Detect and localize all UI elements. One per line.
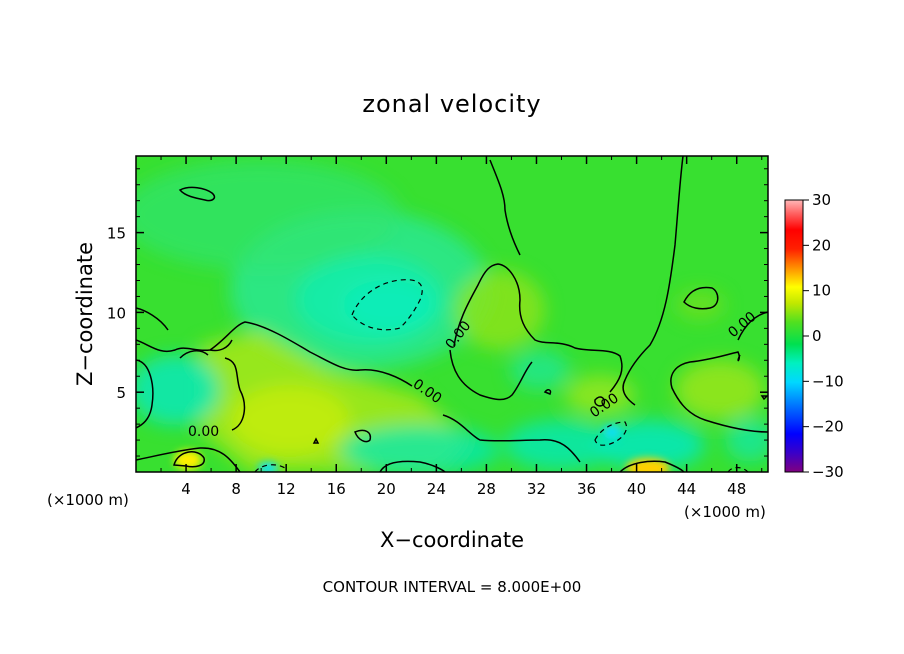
x-tick-label: 16 [327,480,346,498]
x-tick-label: 36 [577,480,596,498]
x-unit-right: (×1000 m) [684,503,766,521]
x-tick-label: 24 [427,480,446,498]
colorbar-tick-label: 30 [812,191,831,209]
colorbar-tick-label: −10 [812,372,844,390]
x-tick-label: 40 [627,480,646,498]
x-tick-label: 20 [377,480,396,498]
contour-interval-note: CONTOUR INTERVAL = 8.000E+00 [323,578,582,596]
heatmap-field: 0.00 0.00 0.00 0.00 0.00 [136,156,768,472]
colorbar-ticks: 30 20 10 0 −10 −20 −30 [803,191,844,481]
colorbar-tick-label: 0 [812,327,822,345]
x-tick-label: 4 [181,480,191,498]
colorbar-tick-label: −30 [812,463,844,481]
x-axis-label: X−coordinate [380,528,524,552]
colorbar: 30 20 10 0 −10 −20 −30 [784,191,844,481]
colorbar-tick-label: 10 [812,282,831,300]
contour-label: 0.00 [188,424,219,440]
chart-title: zonal velocity [362,90,541,118]
x-axis-ticks: 4 8 12 16 20 24 28 32 36 40 44 48 [160,156,763,498]
plot-frame [135,155,769,473]
x-tick-label: 44 [677,480,696,498]
x-unit-left: (×1000 m) [47,491,129,509]
y-tick-label: 15 [107,225,126,243]
y-axis-label: Z−coordinate [73,242,97,386]
colorbar-gradient [784,199,804,473]
x-tick-label: 12 [277,480,296,498]
x-tick-label: 28 [477,480,496,498]
y-tick-label: 5 [116,384,126,402]
y-axis-ticks: 5 10 15 [107,168,768,457]
colorbar-tick-label: −20 [812,418,844,436]
colorbar-tick-label: 20 [812,236,831,254]
x-tick-label: 48 [727,480,746,498]
contour-lines [136,156,768,472]
y-tick-label: 10 [107,304,126,322]
x-tick-label: 8 [231,480,241,498]
x-tick-label: 32 [527,480,546,498]
